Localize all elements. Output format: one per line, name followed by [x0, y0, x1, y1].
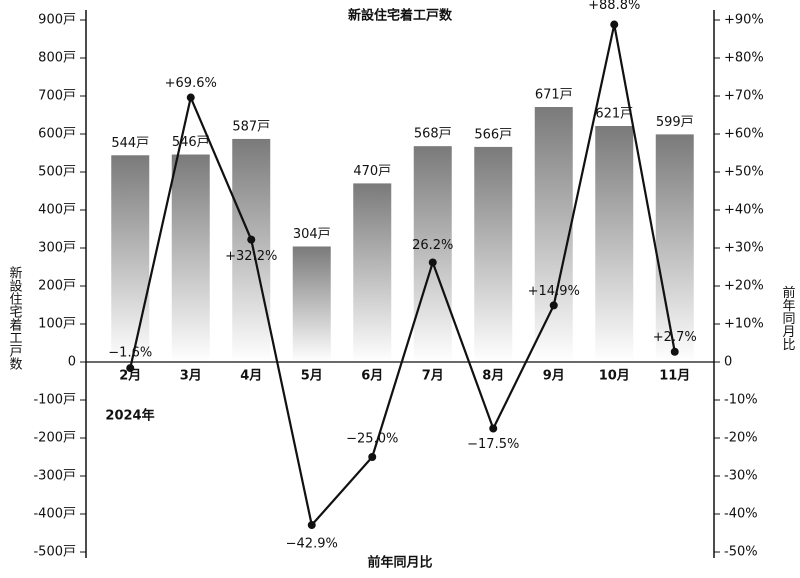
x-tick-label: 4月	[240, 369, 262, 384]
line-value-label: −42.9%	[286, 537, 338, 552]
line-point	[670, 347, 679, 356]
y-tick-label: -500戸	[33, 545, 76, 560]
chart-title: 新設住宅着工戸数	[348, 8, 453, 24]
line-value-label: +14.9%	[528, 284, 580, 299]
x-tick-label: 11月	[659, 369, 690, 384]
x-tick-label: 8月	[482, 369, 504, 384]
line-point	[186, 93, 195, 102]
y2-tick-label: -20%	[724, 431, 758, 446]
y2-tick-label: -10%	[724, 393, 758, 408]
y2-tick-label: +70%	[724, 89, 764, 104]
bar	[595, 126, 634, 363]
x-tick-label: 7月	[422, 369, 444, 384]
bar	[232, 138, 271, 362]
y-tick-label: 600戸	[38, 127, 76, 142]
line-point	[549, 301, 558, 310]
line-value-label: −17.5%	[467, 437, 519, 452]
line-value-label: +88.8%	[588, 0, 640, 13]
line-value-label: 26.2%	[412, 238, 453, 253]
y2-tick-label: 0	[724, 355, 732, 370]
line-point	[428, 258, 437, 267]
year-annotation: 2024年	[105, 408, 154, 424]
y-tick-label: 500戸	[38, 165, 76, 180]
line	[129, 24, 676, 528]
y-tick-label: -300戸	[33, 469, 76, 484]
y2-tick-label: +80%	[724, 51, 764, 66]
x-axis-title: 前年同月比	[367, 555, 432, 571]
y2-tick-label: +60%	[724, 127, 764, 142]
y-tick-label: 0	[68, 355, 76, 370]
x-tick-label: 6月	[361, 369, 383, 384]
y-tick-label: 300戸	[38, 241, 76, 256]
bar-value-label: 621戸	[595, 107, 633, 122]
y2-axis-title: 前年同月比	[780, 285, 796, 352]
line-point	[610, 20, 619, 29]
y2-tick-label: +50%	[724, 165, 764, 180]
bar-value-label: 470戸	[353, 164, 391, 179]
y2-tick-label: +30%	[724, 241, 764, 256]
x-tick-label: 10月	[599, 369, 630, 384]
y2-tick-label: +10%	[724, 317, 764, 332]
bar	[171, 154, 210, 362]
x-tick-label: 2月	[119, 369, 141, 384]
bar-value-label: 566戸	[474, 127, 512, 142]
bar	[292, 246, 331, 362]
y-tick-label: -100戸	[33, 393, 76, 408]
y-tick-label: 700戸	[38, 89, 76, 104]
bar	[353, 183, 392, 362]
y-tick-label: 200戸	[38, 279, 76, 294]
bar	[534, 107, 573, 363]
y-tick-label: 900戸	[38, 13, 76, 28]
line-value-label: +69.6%	[165, 76, 217, 91]
bar	[111, 155, 150, 362]
y-axis-title: 新設住宅着工戸数	[7, 265, 23, 370]
y-tick-label: -200戸	[33, 431, 76, 446]
bar-value-label: 587戸	[232, 119, 270, 134]
y-tick-label: 800戸	[38, 51, 76, 66]
line-point	[247, 235, 256, 244]
bar-value-label: 544戸	[111, 136, 149, 151]
line-value-label: −25.0%	[346, 432, 398, 447]
bar-value-label: 546戸	[172, 135, 210, 150]
y2-tick-label: -30%	[724, 469, 758, 484]
line-point	[307, 521, 316, 530]
bar-value-label: 599戸	[656, 115, 694, 130]
y2-tick-label: -50%	[724, 545, 758, 560]
line-point	[368, 453, 377, 461]
y2-tick-label: +40%	[724, 203, 764, 218]
y2-tick-label: +20%	[724, 279, 764, 294]
line-point	[489, 424, 498, 433]
bar-value-label: 671戸	[535, 88, 573, 103]
line-value-label: +32.2%	[225, 249, 277, 264]
y2-tick-label: +90%	[724, 13, 764, 28]
bar-value-label: 304戸	[293, 227, 331, 242]
bar-value-label: 568戸	[414, 127, 452, 142]
bar	[655, 134, 694, 362]
x-tick-label: 3月	[180, 369, 202, 384]
bar	[474, 146, 513, 362]
line-point	[126, 364, 135, 373]
x-tick-label: 9月	[543, 369, 565, 384]
line-value-label: +2.7%	[653, 330, 697, 345]
x-tick-label: 5月	[301, 369, 323, 384]
y-tick-label: 100戸	[38, 317, 76, 332]
y2-tick-label: -40%	[724, 507, 758, 522]
line-value-label: −1.6%	[108, 346, 152, 361]
bar	[413, 146, 452, 362]
y-tick-label: 400戸	[38, 203, 76, 218]
y-tick-label: -400戸	[33, 507, 76, 522]
